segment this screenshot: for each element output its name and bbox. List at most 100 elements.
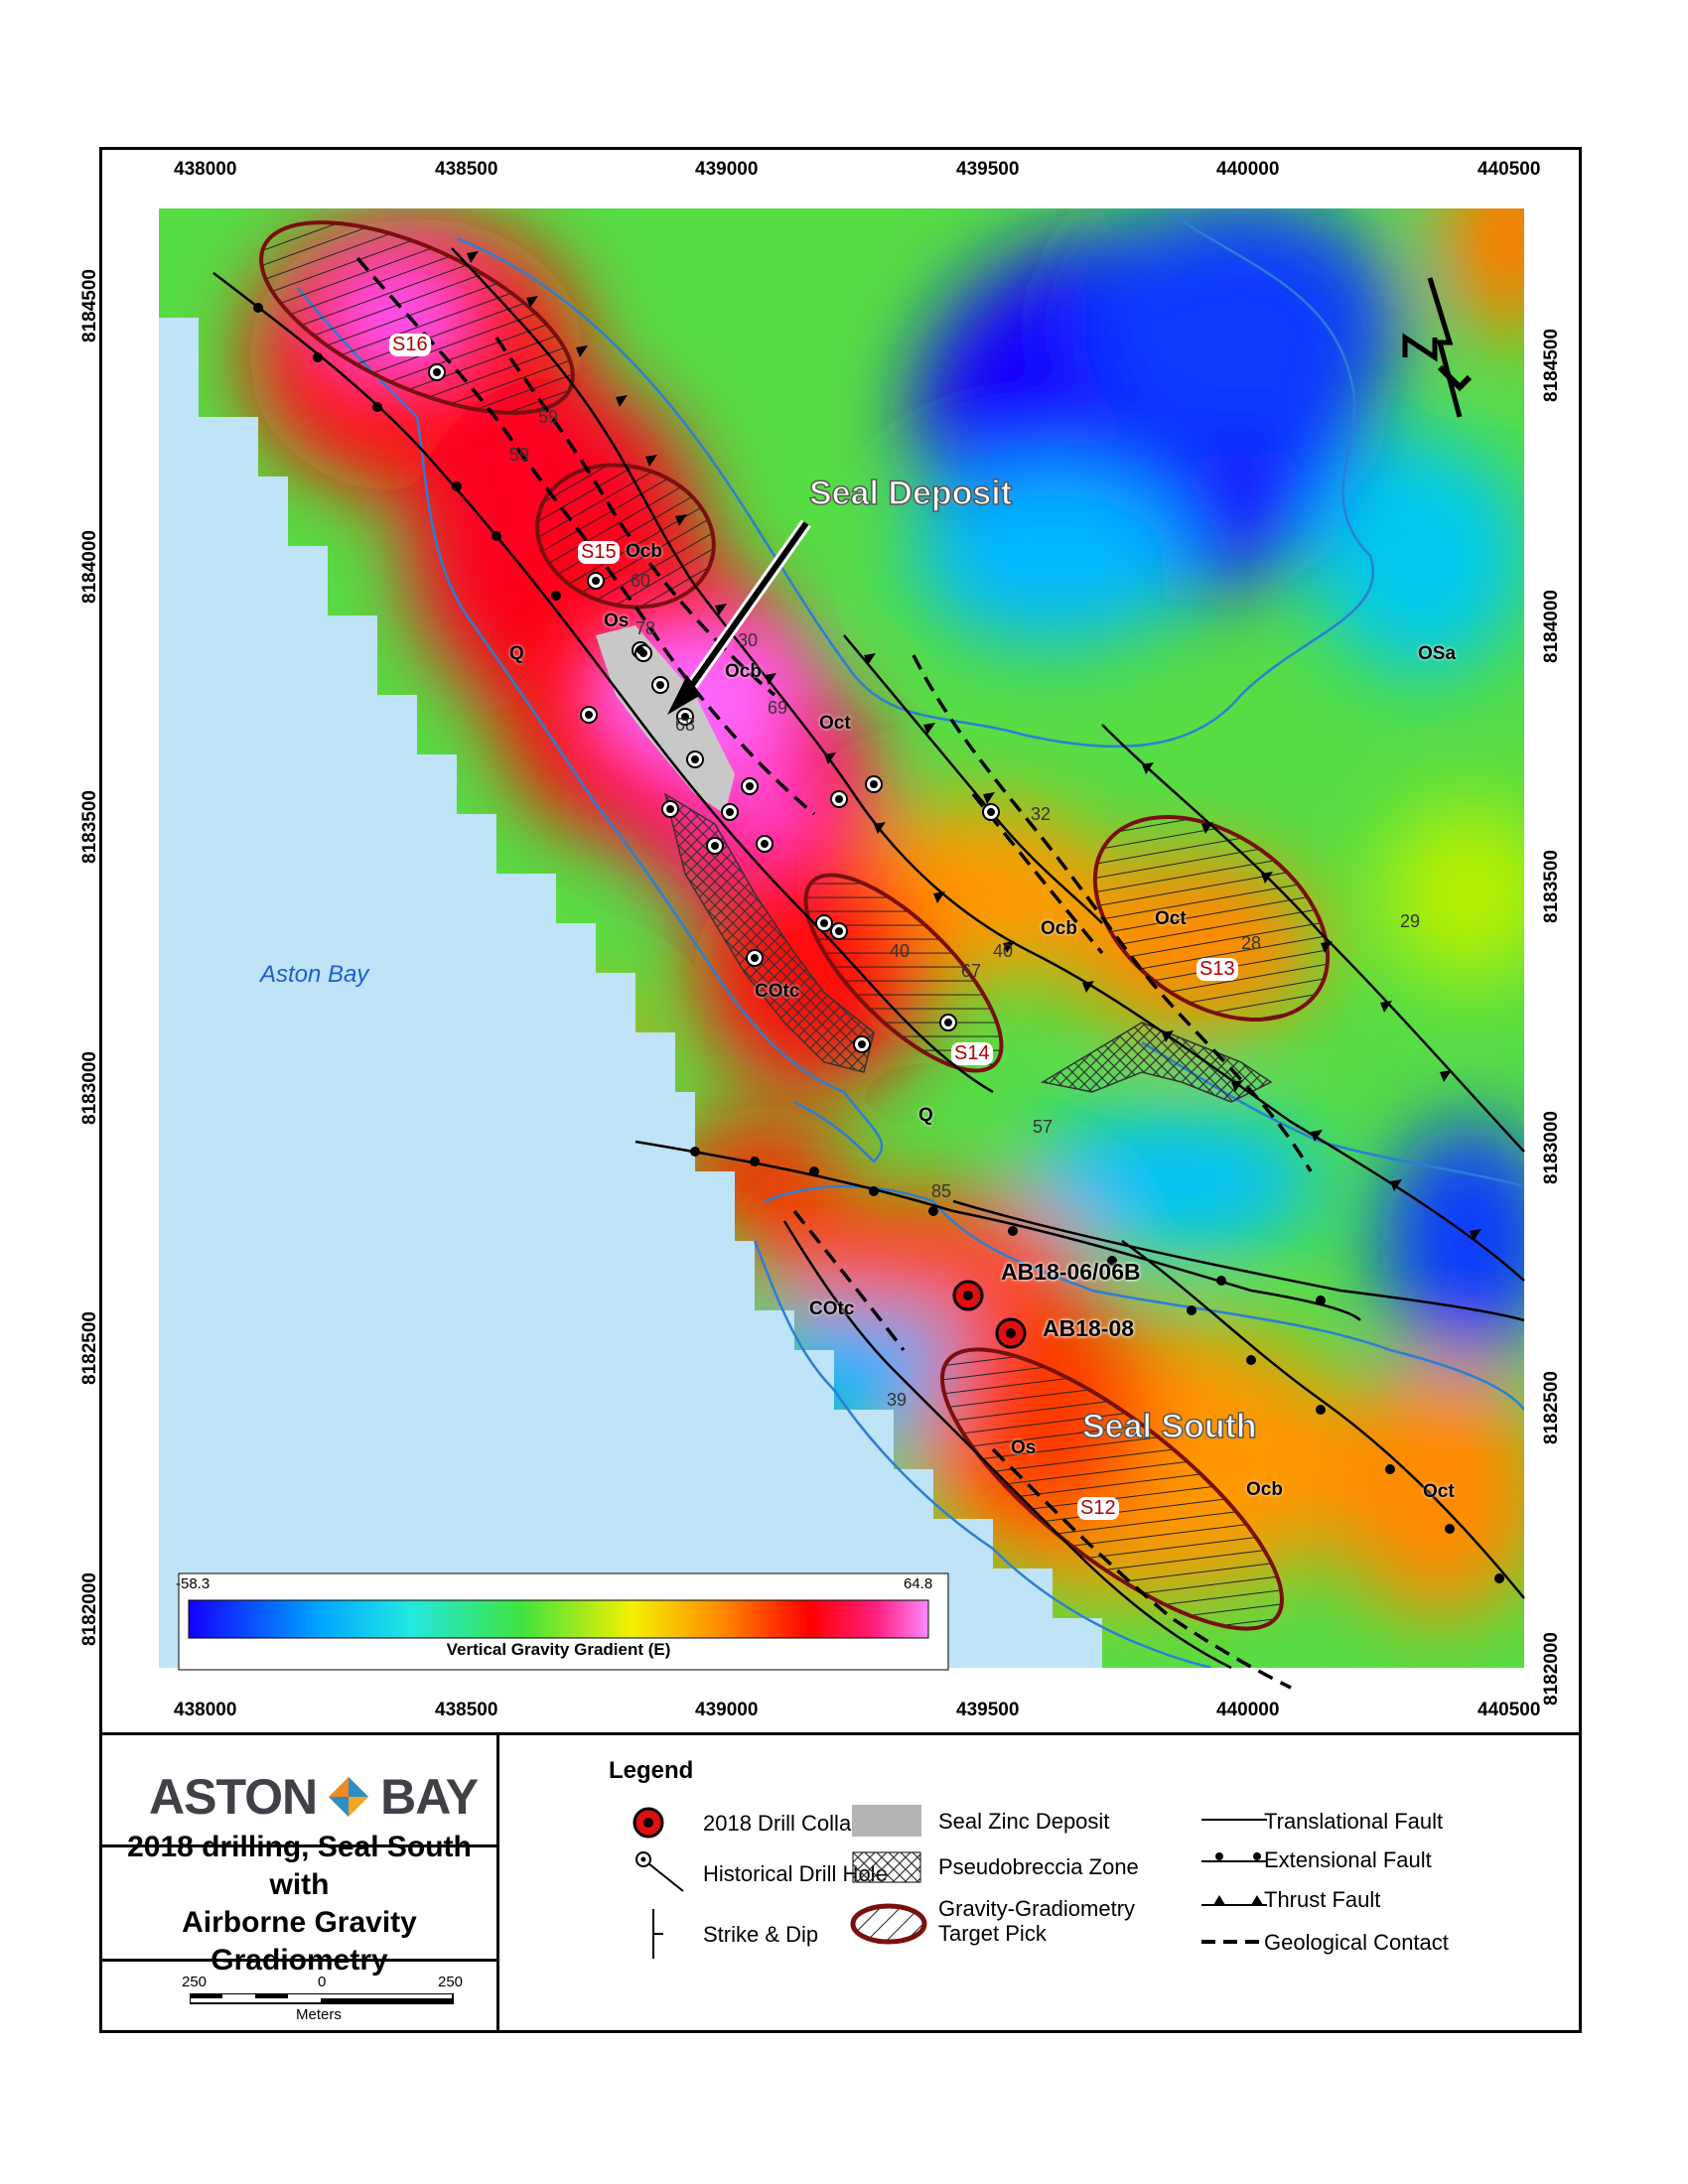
unit-label: Q bbox=[918, 1105, 933, 1126]
x-tick: 440000 bbox=[1216, 159, 1280, 180]
scale-unit: Meters bbox=[296, 2006, 342, 2023]
title-line-2: Airborne Gravity Gradiometry bbox=[182, 1906, 417, 1977]
y-tick: 8184500 bbox=[1541, 329, 1562, 402]
seal-south-label: Seal South bbox=[1081, 1407, 1257, 1446]
dip-value: 30 bbox=[738, 630, 759, 650]
scale-bar-graphic bbox=[190, 1993, 454, 2004]
water-area bbox=[159, 318, 1102, 1668]
dip-value: 59 bbox=[509, 445, 530, 465]
unit-label: Os bbox=[604, 611, 630, 631]
unit-label: Os bbox=[1011, 1437, 1037, 1458]
dip-value: 29 bbox=[1400, 911, 1421, 931]
target-s15 bbox=[535, 463, 716, 610]
scale-bar: 250 0 250 Meters bbox=[102, 1962, 496, 2031]
x-tick: 440000 bbox=[1216, 1700, 1280, 1720]
seal-deposit-arrow bbox=[667, 519, 811, 715]
map-frame bbox=[99, 147, 1582, 2033]
north-arrow bbox=[1402, 277, 1473, 418]
fault-lines bbox=[212, 247, 1525, 1670]
target-label: S12 bbox=[1077, 1497, 1119, 1520]
dip-value: 40 bbox=[890, 941, 911, 961]
legend-zinc-deposit: Seal Zinc Deposit bbox=[938, 1809, 1110, 1834]
map-labels: 438000 438500 439000 439500 440000 44050… bbox=[79, 159, 1562, 1720]
legend-geological-contact: Geological Contact bbox=[1264, 1930, 1449, 1955]
historical-hole-icon bbox=[635, 1851, 684, 1892]
legend-extensional-fault: Extensional Fault bbox=[1264, 1847, 1432, 1872]
unit-label: Oct bbox=[1155, 908, 1187, 929]
unit-label: Oct bbox=[819, 713, 851, 734]
colorbar-max: 64.8 bbox=[904, 1575, 933, 1592]
dip-value: 59 bbox=[538, 407, 559, 427]
y-tick: 8182500 bbox=[79, 1311, 100, 1385]
unit-label: Oct bbox=[1423, 1481, 1455, 1502]
legend: Legend 2018 Drill Collar Historical Dril… bbox=[499, 1735, 1582, 2033]
y-tick: 8183500 bbox=[79, 790, 100, 864]
dip-value: 78 bbox=[635, 618, 656, 638]
unit-label: Ocb bbox=[725, 661, 762, 682]
logo-diamond-icon bbox=[329, 1777, 369, 1817]
seal-deposit-label: Seal Deposit bbox=[808, 474, 1013, 513]
target-label: S15 bbox=[578, 541, 620, 564]
extensional-fault-icon bbox=[1201, 1852, 1267, 1862]
strike-dip-icon bbox=[652, 1909, 663, 1959]
legend-translational-fault: Translational Fault bbox=[1264, 1809, 1444, 1834]
dip-value: 85 bbox=[931, 1181, 952, 1201]
unit-label: OSa bbox=[1418, 643, 1457, 664]
colorbar-label: Vertical Gravity Gradient (E) bbox=[446, 1640, 671, 1659]
dip-value: 28 bbox=[1241, 933, 1262, 953]
extensional-fault-balls bbox=[253, 303, 1504, 1583]
gravity-map bbox=[159, 208, 1525, 1690]
x-tick: 440500 bbox=[1477, 1700, 1541, 1720]
x-tick: 438000 bbox=[174, 159, 237, 180]
pseudobreccia-swatch bbox=[852, 1851, 921, 1883]
historical-drill-holes bbox=[428, 363, 1000, 1053]
target-label: S13 bbox=[1196, 958, 1238, 981]
y-tick: 8182500 bbox=[1541, 1371, 1562, 1444]
unit-label: Ocb bbox=[1246, 1479, 1283, 1500]
colorbar bbox=[178, 1572, 949, 1671]
dip-value: 68 bbox=[675, 715, 696, 735]
legend-title: Legend bbox=[609, 1757, 694, 1784]
legend-strike-dip: Strike & Dip bbox=[703, 1922, 819, 1947]
aston-bay-logo: ASTON BAY bbox=[149, 1752, 506, 1842]
map-title: 2018 drilling, Seal South with Airborne … bbox=[102, 1831, 496, 1977]
scale-mid: 0 bbox=[318, 1974, 327, 1990]
y-tick: 8182000 bbox=[1541, 1632, 1562, 1706]
y-tick: 8184500 bbox=[79, 269, 100, 342]
x-tick: 439500 bbox=[956, 159, 1020, 180]
thrust-fault-icon bbox=[1201, 1895, 1267, 1906]
target-label: S14 bbox=[951, 1042, 993, 1065]
dip-value: 57 bbox=[1033, 1117, 1054, 1137]
unit-label: Q bbox=[509, 643, 524, 664]
geological-contact-icon bbox=[1201, 1940, 1267, 1944]
x-tick: 439000 bbox=[695, 159, 759, 180]
x-tick: 438500 bbox=[435, 1700, 498, 1720]
logo-left: ASTON bbox=[149, 1769, 318, 1825]
target-label: S16 bbox=[389, 334, 431, 356]
x-tick: 440500 bbox=[1477, 159, 1541, 180]
scale-left: 250 bbox=[182, 1974, 208, 1990]
x-tick: 438500 bbox=[435, 159, 498, 180]
drill-label-ab18-08: AB18-08 bbox=[1043, 1315, 1135, 1341]
y-tick: 8183500 bbox=[1541, 850, 1562, 923]
aston-bay-label: Aston Bay bbox=[260, 961, 369, 988]
title-line-1: 2018 drilling, Seal South with bbox=[127, 1831, 472, 1901]
pseudobreccia-zones bbox=[663, 792, 1273, 1103]
legend-thrust-fault: Thrust Fault bbox=[1264, 1887, 1381, 1912]
scale-right: 250 bbox=[438, 1974, 464, 1990]
y-tick: 8183000 bbox=[1541, 1111, 1562, 1184]
legend-pseudobreccia: Pseudobreccia Zone bbox=[938, 1854, 1139, 1879]
unit-label: Ocb bbox=[626, 541, 662, 562]
zinc-deposit-swatch bbox=[852, 1805, 921, 1837]
seal-zinc-deposit bbox=[596, 625, 735, 814]
unit-label: COtc bbox=[755, 981, 800, 1002]
unit-label: Ocb bbox=[1041, 918, 1077, 939]
dip-value: 69 bbox=[768, 698, 788, 718]
translational-fault-icon bbox=[1201, 1819, 1267, 1821]
x-tick: 439500 bbox=[956, 1700, 1020, 1720]
drill-collars-2018 bbox=[952, 1280, 1027, 1349]
target-picks bbox=[259, 220, 1331, 1631]
target-pick-icon bbox=[850, 1903, 927, 1945]
y-tick: 8183000 bbox=[79, 1051, 100, 1125]
x-tick: 438000 bbox=[174, 1700, 237, 1720]
